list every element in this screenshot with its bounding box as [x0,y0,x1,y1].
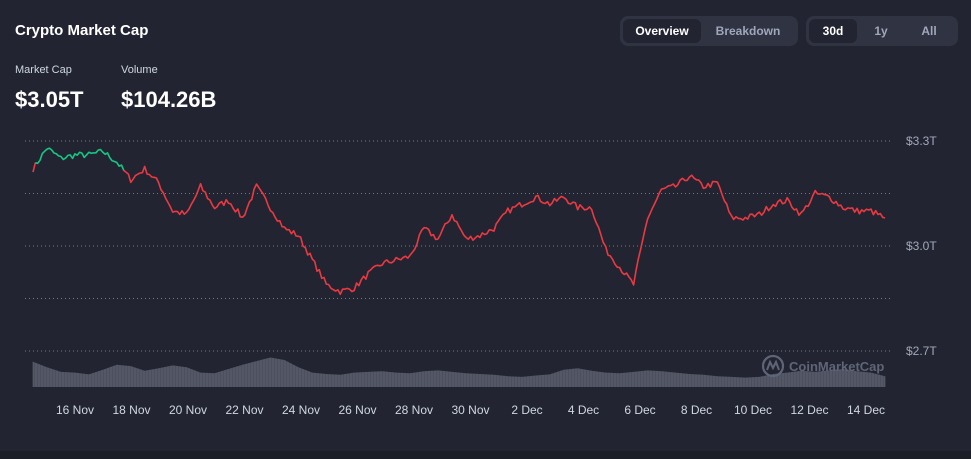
footer-strip [0,451,971,459]
x-tick-label: 30 Nov [451,403,489,417]
price-line-down [32,162,37,173]
range-1y-button[interactable]: 1y [874,24,888,38]
x-tick-label: 26 Nov [338,403,376,417]
y-axis-ticks: $3.3T $3.0T $2.7T [906,134,937,358]
watermark: CoinMarketCap [761,354,884,378]
x-tick-label: 6 Dec [624,403,655,417]
price-line-up [35,147,125,171]
market-cap-label: Market Cap [15,64,72,76]
tab-overview[interactable]: Overview [623,19,701,43]
x-tick-label: 2 Dec [511,403,542,417]
y-tick-label: $3.3T [906,134,937,148]
grid-layer [25,140,893,352]
view-tab-group: Overview Breakdown [620,16,798,46]
x-tick-label: 4 Dec [568,403,599,417]
x-tick-label: 24 Nov [282,403,320,417]
tab-breakdown[interactable]: Breakdown [715,24,781,38]
y-tick-label: $2.7T [906,344,937,358]
x-tick-label: 28 Nov [395,403,433,417]
coinmarketcap-logo-mark-icon [766,359,780,371]
x-tick-label: 14 Dec [847,403,885,417]
range-30d-button[interactable]: 30d [809,19,857,43]
price-line [32,147,886,296]
x-tick-label: 12 Dec [790,403,828,417]
range-tab-group: 30d 1y All [806,16,958,46]
x-axis-ticks: 16 Nov 18 Nov 20 Nov 22 Nov 24 Nov 26 Nov 28 N… [56,403,885,417]
page-title: Crypto Market Cap [15,22,149,39]
market-cap-value: $3.05T [15,87,84,112]
volume-value: $104.26B [121,87,217,112]
watermark-text: CoinMarketCap [789,359,884,374]
y-tick-label: $3.0T [906,239,937,253]
range-all-button[interactable]: All [921,24,937,38]
volume-label: Volume [121,64,158,76]
x-tick-label: 8 Dec [681,403,712,417]
x-tick-label: 18 Nov [112,403,150,417]
price-line-down [123,165,886,296]
volume-bars [32,357,886,387]
x-tick-label: 16 Nov [56,403,94,417]
x-tick-label: 22 Nov [225,403,263,417]
x-tick-label: 10 Dec [734,403,772,417]
coinmarketcap-logo-icon [761,354,785,378]
x-tick-label: 20 Nov [169,403,207,417]
